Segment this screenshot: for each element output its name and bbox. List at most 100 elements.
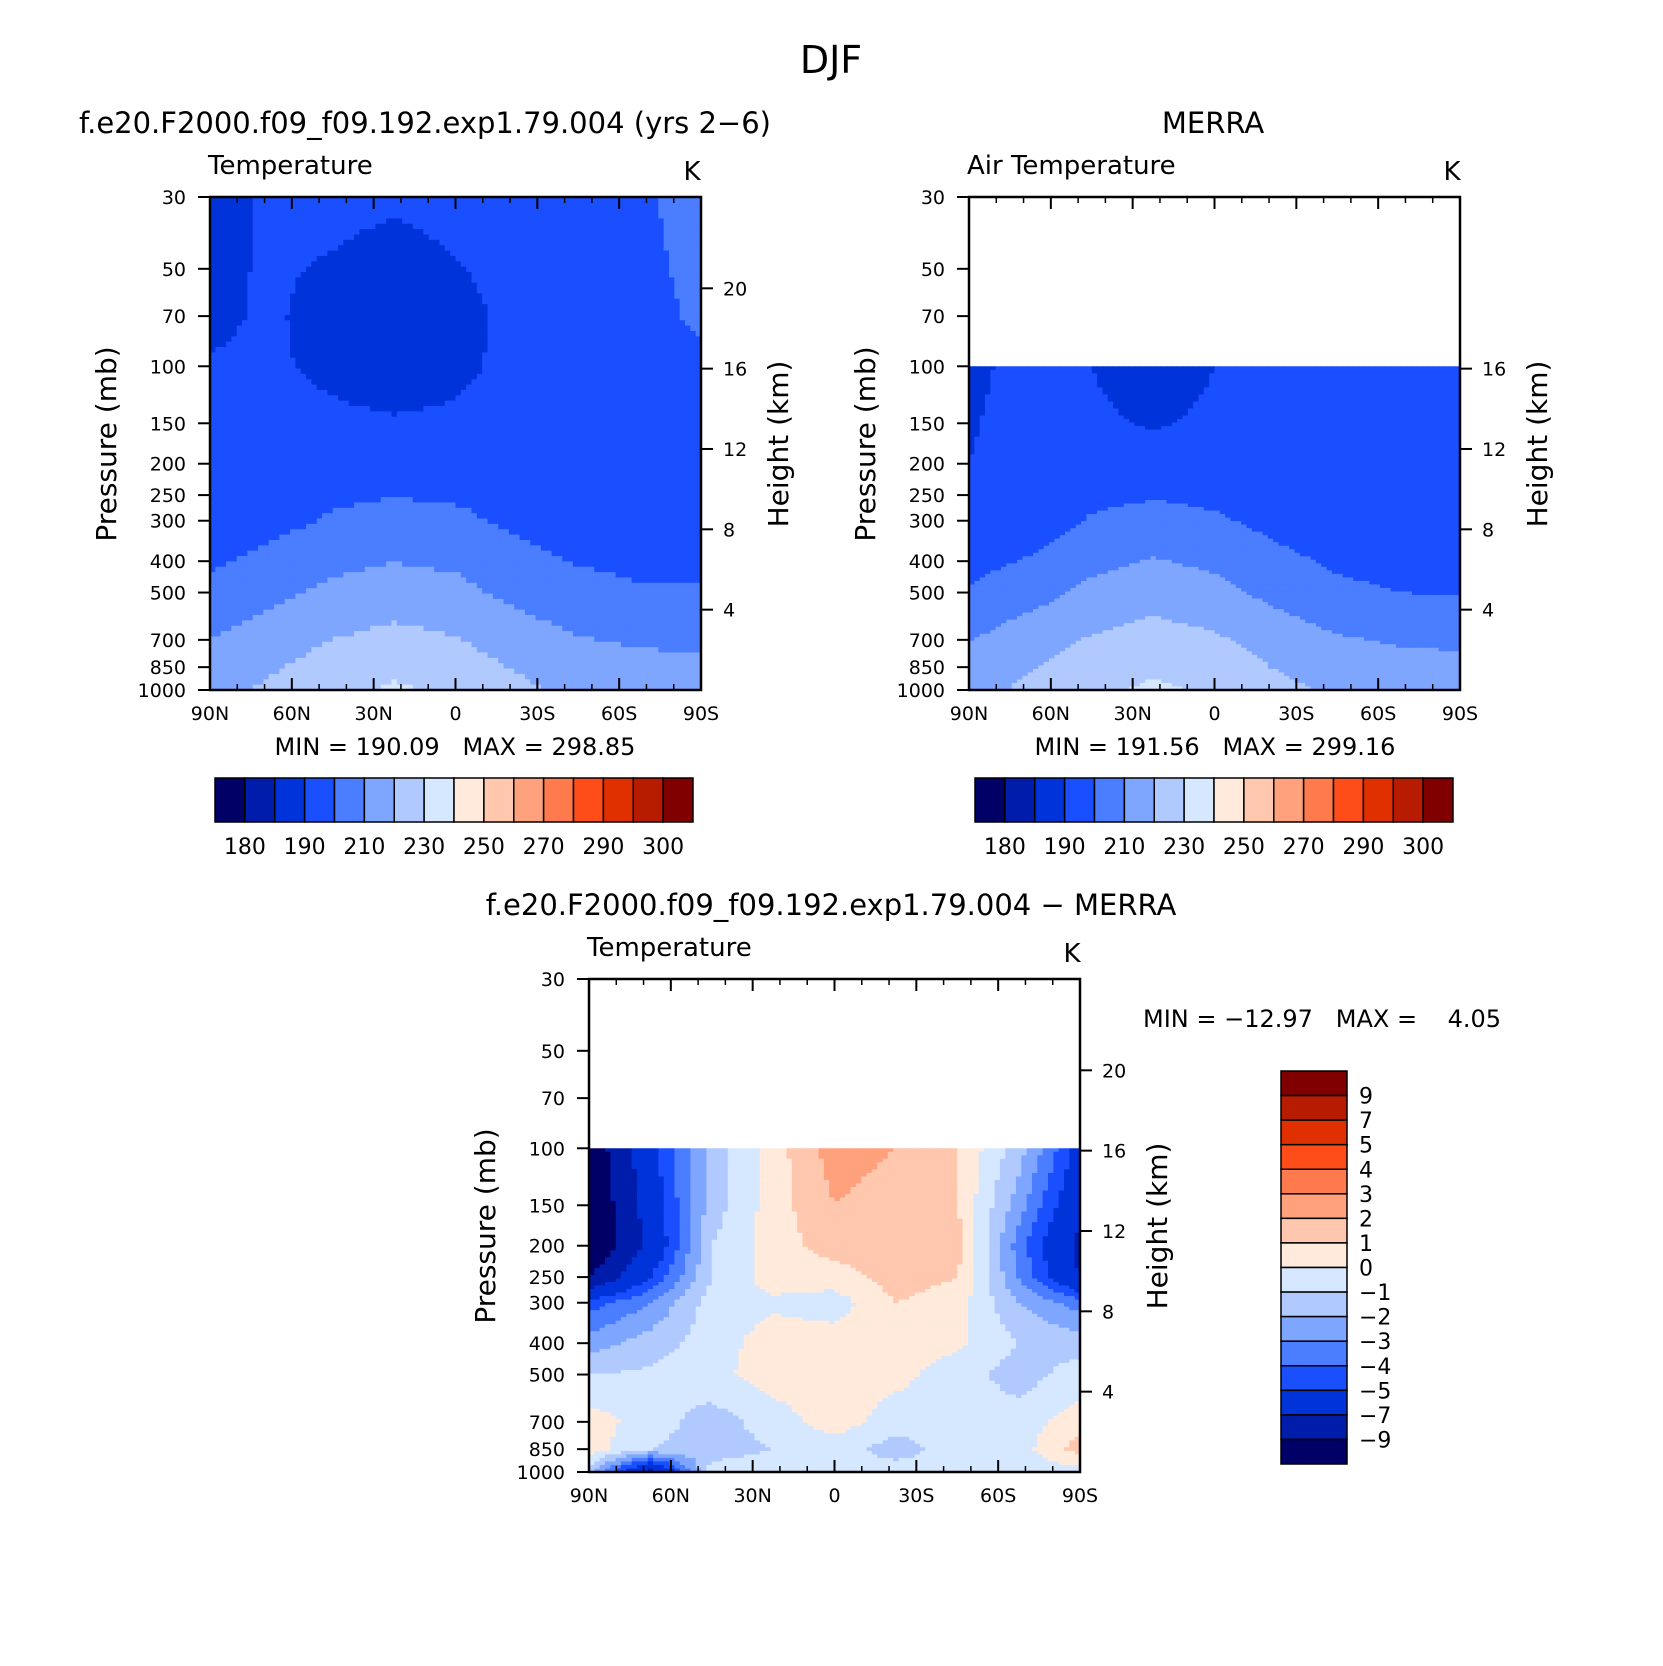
- heatmap-cell: [274, 401, 280, 407]
- heatmap-cell: [317, 315, 323, 321]
- heatmap-cell: [285, 433, 291, 439]
- heatmap-cell: [231, 202, 237, 208]
- heatmap-cell: [242, 245, 248, 251]
- heatmap-cell: [648, 427, 654, 433]
- heatmap-cell: [626, 374, 632, 380]
- heatmap-cell: [349, 363, 355, 369]
- heatmap-cell: [552, 310, 558, 316]
- heatmap-cell: [626, 251, 632, 257]
- heatmap-cell: [552, 438, 558, 444]
- heatmap-cell: [311, 406, 317, 412]
- heatmap-cell: [520, 315, 526, 321]
- heatmap-cell: [477, 218, 483, 224]
- heatmap-cell: [605, 363, 611, 369]
- heatmap-cell: [327, 267, 333, 273]
- heatmap-cell: [482, 235, 488, 241]
- heatmap-cell: [381, 438, 387, 444]
- heatmap-cell: [375, 320, 381, 326]
- heatmap-cell: [338, 390, 344, 396]
- heatmap-cell: [338, 261, 344, 267]
- heatmap-cell: [386, 352, 392, 358]
- heatmap-cell: [338, 438, 344, 444]
- heatmap-cell: [482, 240, 488, 246]
- heatmap-cell: [552, 245, 558, 251]
- heatmap-cell: [685, 336, 691, 342]
- heatmap-cell: [685, 433, 691, 439]
- heatmap-cell: [653, 411, 659, 417]
- heatmap-cell: [669, 347, 675, 353]
- heatmap-cell: [306, 218, 312, 224]
- heatmap-cell: [477, 352, 483, 358]
- heatmap-cell: [664, 411, 670, 417]
- heatmap-cell: [626, 433, 632, 439]
- heatmap-cell: [279, 374, 285, 380]
- heatmap-cell: [322, 310, 328, 316]
- heatmap-cell: [509, 218, 515, 224]
- heatmap-cell: [407, 374, 413, 380]
- heatmap-cell: [317, 379, 323, 385]
- heatmap-cell: [552, 299, 558, 305]
- heatmap-cell: [648, 352, 654, 358]
- heatmap-cell: [349, 411, 355, 417]
- heatmap-cell: [381, 331, 387, 337]
- heatmap-cell: [317, 261, 323, 267]
- heatmap-cell: [397, 267, 403, 273]
- heatmap-cell: [488, 433, 494, 439]
- heatmap-cell: [621, 251, 627, 257]
- heatmap-cell: [466, 218, 472, 224]
- heatmap-cell: [301, 310, 307, 316]
- heatmap-cell: [354, 218, 360, 224]
- heatmap-cell: [525, 438, 531, 444]
- heatmap-cell: [680, 283, 686, 289]
- heatmap-cell: [642, 411, 648, 417]
- heatmap-cell: [242, 208, 248, 214]
- heatmap-cell: [541, 374, 547, 380]
- heatmap-cell: [461, 352, 467, 358]
- heatmap-cell: [375, 202, 381, 208]
- heatmap-cell: [221, 331, 227, 337]
- heatmap-cell: [536, 352, 542, 358]
- heatmap-cell: [386, 272, 392, 278]
- heatmap-cell: [520, 379, 526, 385]
- heatmap-cell: [375, 358, 381, 364]
- heatmap-cell: [637, 224, 643, 230]
- heatmap-cell: [354, 304, 360, 310]
- heatmap-cell: [685, 363, 691, 369]
- heatmap-cell: [253, 235, 259, 241]
- panel-model-title: f.e20.F2000.f09_f09.192.exp1.79.004 (yrs…: [79, 106, 771, 140]
- heatmap-cell: [237, 261, 243, 267]
- heatmap-cell: [525, 352, 531, 358]
- heatmap-cell: [317, 406, 323, 412]
- heatmap-cell: [648, 315, 654, 321]
- heatmap-cell: [680, 277, 686, 283]
- heatmap-cell: [509, 417, 515, 423]
- heatmap-cell: [680, 358, 686, 364]
- heatmap-cell: [456, 374, 462, 380]
- heatmap-cell: [616, 347, 622, 353]
- heatmap-cell: [263, 283, 269, 289]
- heatmap-cell: [530, 240, 536, 246]
- heatmap-cell: [674, 310, 680, 316]
- heatmap-cell: [407, 320, 413, 326]
- heatmap-cell: [391, 261, 397, 267]
- heatmap-cell: [664, 438, 670, 444]
- heatmap-cell: [269, 347, 275, 353]
- heatmap-cell: [605, 272, 611, 278]
- heatmap-cell: [375, 368, 381, 374]
- heatmap-cell: [573, 229, 579, 235]
- heatmap-cell: [445, 438, 451, 444]
- heatmap-cell: [482, 406, 488, 412]
- heatmap-cell: [354, 390, 360, 396]
- heatmap-cell: [690, 256, 696, 262]
- heatmap-cell: [557, 401, 563, 407]
- heatmap-cell: [456, 347, 462, 353]
- heatmap-cell: [290, 299, 296, 305]
- heatmap-cell: [653, 304, 659, 310]
- heatmap-cell: [242, 363, 248, 369]
- heatmap-cell: [263, 267, 269, 273]
- heatmap-cell: [322, 342, 328, 348]
- heatmap-cell: [317, 320, 323, 326]
- heatmap-cell: [685, 272, 691, 278]
- heatmap-cell: [413, 202, 419, 208]
- heatmap-cell: [541, 208, 547, 214]
